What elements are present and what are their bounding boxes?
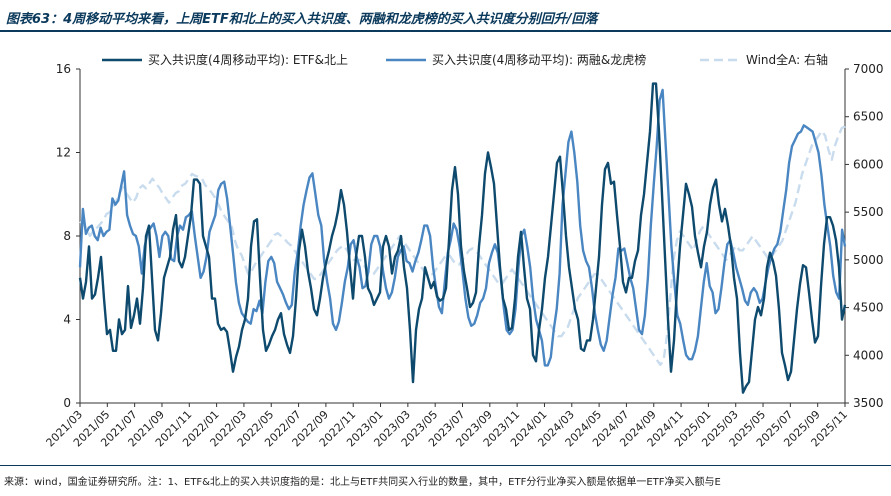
y-right-tick-label: 6000 [853,157,884,171]
figure-title: 图表63：4周移动平均来看，上周ETF和北上的买入共识度、两融和龙虎榜的买入共识… [6,12,598,27]
y-right-tick-label: 4500 [853,301,884,315]
y-right-tick-label: 6500 [853,110,884,124]
y-left-tick-label: 12 [56,146,71,160]
legend-label-1: 买入共识度(4周移动平均): ETF&北上 [148,52,348,67]
y-right-tick-label: 5000 [853,253,884,267]
y-right-tick-label: 4000 [853,348,884,362]
y-left-tick-label: 16 [56,62,71,76]
y-left-tick-label: 0 [63,396,71,410]
footnote: 来源：wind，国金证券研究所。注：1、ETF&北上的买入共识度指的是：北上与E… [4,477,721,488]
y-right-tick-label: 7000 [853,62,884,76]
legend-label-2: 买入共识度(4周移动平均): 两融&龙虎榜 [432,52,646,67]
y-right-tick-label: 5500 [853,205,884,219]
line-chart: 买入共识度(4周移动平均): ETF&北上 买入共识度(4周移动平均): 两融&龙… [44,52,884,449]
y-right-tick-label: 3500 [853,396,884,410]
chart-legend: 买入共识度(4周移动平均): ETF&北上 买入共识度(4周移动平均): 两融&龙… [102,52,828,67]
series-line-2 [78,88,847,367]
y-left-tick-label: 8 [63,229,71,243]
legend-label-3: Wind全A: 右轴 [746,52,828,67]
y-left-tick-label: 4 [63,313,71,327]
footnote-divider [0,465,891,466]
chart-series [78,82,847,394]
title-divider [0,30,891,32]
series-line-1 [78,82,847,394]
